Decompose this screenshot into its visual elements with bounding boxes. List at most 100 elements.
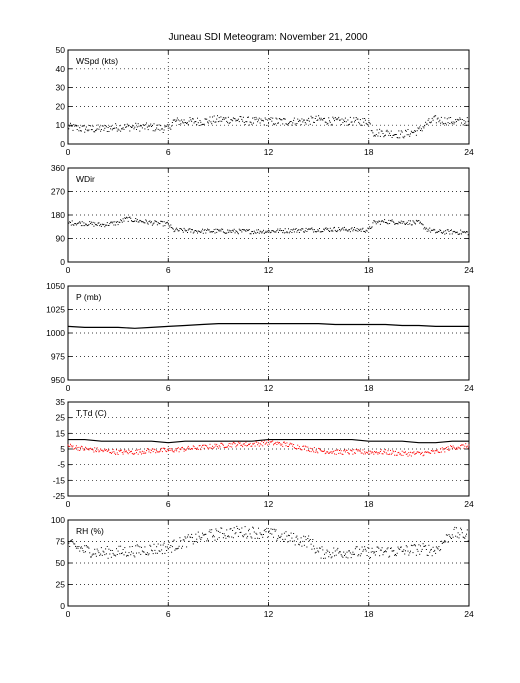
data-point xyxy=(411,131,413,133)
data-point xyxy=(120,219,122,221)
data-point xyxy=(214,443,216,445)
data-point xyxy=(344,229,346,231)
data-point xyxy=(395,134,396,135)
data-point xyxy=(166,222,168,224)
data-point xyxy=(426,123,428,125)
data-point xyxy=(303,231,305,233)
data-point xyxy=(293,447,295,449)
data-point xyxy=(359,119,361,121)
data-point xyxy=(372,452,374,454)
data-point xyxy=(141,453,142,455)
data-point xyxy=(81,446,83,448)
data-point xyxy=(381,130,383,132)
data-point xyxy=(121,128,122,130)
data-point xyxy=(325,452,327,454)
data-point xyxy=(102,550,104,552)
data-point xyxy=(198,230,200,232)
data-point xyxy=(409,223,411,225)
data-point xyxy=(385,449,386,451)
data-point xyxy=(133,221,135,222)
data-point xyxy=(272,440,274,442)
data-point xyxy=(278,536,280,538)
x-tick-label: 18 xyxy=(364,499,374,509)
data-point xyxy=(464,445,466,447)
data-point xyxy=(177,547,179,549)
data-point xyxy=(397,223,399,225)
data-point xyxy=(205,533,207,535)
data-point xyxy=(379,549,381,551)
data-point xyxy=(85,223,86,225)
data-point xyxy=(459,117,461,119)
data-point xyxy=(204,444,206,446)
data-point xyxy=(339,452,341,454)
data-point xyxy=(371,547,373,549)
data-point xyxy=(433,551,435,552)
data-point xyxy=(218,445,220,447)
data-point xyxy=(138,221,140,223)
data-point xyxy=(423,127,425,129)
data-point xyxy=(170,128,172,130)
data-point xyxy=(424,451,426,453)
data-point xyxy=(259,532,261,534)
data-point xyxy=(334,453,335,455)
data-point xyxy=(258,119,259,121)
data-point xyxy=(468,231,470,233)
data-point xyxy=(151,221,152,223)
data-point xyxy=(111,129,113,131)
data-point xyxy=(135,449,137,451)
data-point xyxy=(298,119,300,121)
data-point xyxy=(390,453,392,455)
data-point xyxy=(114,127,116,129)
data-point xyxy=(444,233,446,235)
data-point xyxy=(441,121,443,123)
data-point xyxy=(129,546,131,548)
series-0 xyxy=(67,216,470,236)
data-point xyxy=(432,119,434,121)
y-tick-label: 1000 xyxy=(46,328,65,338)
data-point xyxy=(179,228,181,230)
data-point xyxy=(285,123,287,125)
data-point xyxy=(227,229,229,231)
data-point xyxy=(462,231,464,233)
data-point xyxy=(307,538,309,539)
data-point xyxy=(139,451,141,453)
data-point xyxy=(154,449,156,451)
data-point xyxy=(256,533,258,535)
data-point xyxy=(405,130,407,132)
data-point xyxy=(157,543,159,545)
x-tick-label: 24 xyxy=(464,147,474,157)
data-point xyxy=(461,444,462,446)
data-point xyxy=(372,222,374,224)
data-point xyxy=(452,231,454,233)
data-point xyxy=(313,231,315,233)
data-point xyxy=(430,122,432,124)
data-point xyxy=(421,223,423,225)
data-point xyxy=(249,121,251,123)
data-point xyxy=(92,449,94,451)
data-point xyxy=(94,548,96,550)
data-point xyxy=(102,451,104,453)
data-point xyxy=(241,231,243,233)
data-point xyxy=(97,222,99,224)
data-point xyxy=(430,549,432,551)
data-point xyxy=(465,232,467,234)
data-point xyxy=(207,121,208,123)
data-point xyxy=(356,228,358,230)
data-point xyxy=(249,233,251,235)
data-point xyxy=(450,445,452,447)
data-point xyxy=(307,119,309,121)
data-point xyxy=(422,543,424,545)
data-point xyxy=(373,220,375,222)
data-point xyxy=(74,543,76,545)
data-point xyxy=(311,227,313,229)
data-point xyxy=(446,534,448,536)
data-point xyxy=(260,444,262,446)
data-point xyxy=(314,451,316,453)
data-point xyxy=(274,530,276,532)
data-point xyxy=(204,229,206,231)
data-point xyxy=(248,444,250,445)
data-point xyxy=(190,536,192,538)
data-point xyxy=(172,540,174,542)
data-point xyxy=(248,229,250,231)
